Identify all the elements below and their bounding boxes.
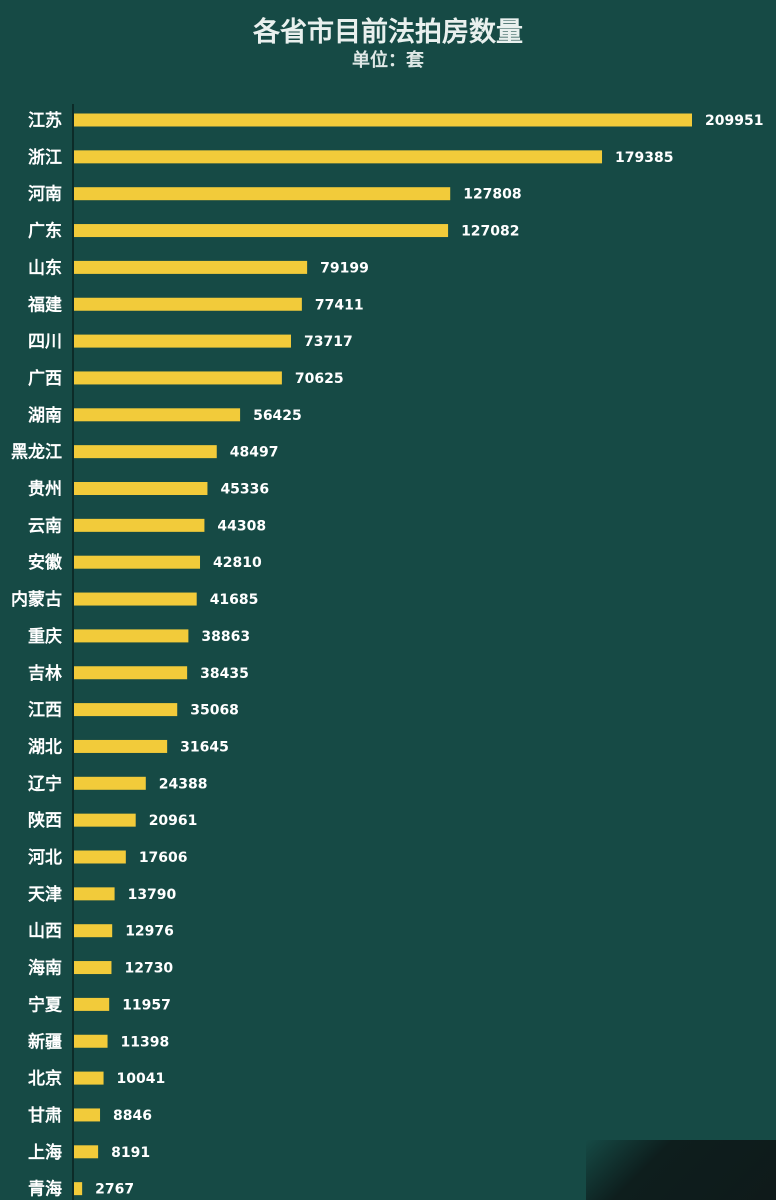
bar	[74, 1071, 104, 1085]
category-label: 浙江	[28, 147, 62, 168]
bar	[74, 113, 692, 127]
category-label: 海南	[28, 958, 62, 979]
bar	[74, 224, 449, 238]
category-label: 湖南	[28, 405, 62, 426]
category-label: 广东	[28, 221, 62, 242]
value-label: 35068	[190, 703, 239, 719]
value-label: 48497	[230, 445, 279, 461]
bar	[74, 703, 178, 717]
value-label: 2767	[95, 1182, 134, 1198]
category-label: 湖北	[28, 737, 62, 757]
bar	[74, 629, 189, 643]
bar	[74, 1182, 83, 1196]
bar	[74, 297, 302, 311]
category-label: 广西	[28, 368, 62, 389]
category-label: 宁夏	[28, 994, 63, 1015]
category-label: 新疆	[28, 1031, 62, 1052]
value-label: 8846	[113, 1108, 152, 1124]
category-label: 江苏	[28, 110, 62, 131]
chart-subtitle: 单位：套	[352, 50, 424, 71]
value-label: 31645	[180, 739, 229, 755]
bar	[74, 371, 282, 385]
category-label: 辽宁	[28, 773, 62, 794]
category-label: 河北	[28, 848, 62, 868]
category-label: 云南	[28, 515, 62, 536]
value-label: 10041	[117, 1071, 166, 1087]
value-label: 56425	[253, 408, 302, 424]
value-label: 8191	[111, 1145, 150, 1161]
bar	[74, 445, 217, 459]
value-label: 11957	[122, 997, 171, 1013]
category-label: 上海	[28, 1142, 62, 1163]
value-label: 11398	[121, 1034, 170, 1050]
bar	[74, 1034, 108, 1048]
bar	[74, 1145, 99, 1159]
category-label: 重庆	[28, 626, 62, 647]
bar	[74, 739, 168, 753]
bar	[74, 666, 188, 680]
category-label: 山东	[28, 257, 62, 278]
value-label: 12730	[124, 961, 173, 977]
value-label: 179385	[615, 150, 673, 166]
bar	[74, 850, 126, 864]
bar	[74, 187, 451, 201]
category-label: 山西	[28, 922, 62, 942]
chart-title: 各省市目前法拍房数量	[253, 17, 523, 48]
bar	[74, 961, 112, 975]
bar	[74, 924, 113, 938]
category-label: 江西	[28, 701, 62, 721]
bars-group: 江苏 209951 浙江 179385 河南 127808 广东 127082 山东 79199 福…	[11, 110, 763, 1200]
value-label: 44308	[217, 518, 266, 534]
category-label: 福建	[27, 294, 62, 315]
value-label: 73717	[304, 334, 353, 350]
watermark	[586, 1140, 776, 1200]
category-label: 内蒙古	[11, 589, 62, 610]
category-label: 吉林	[28, 663, 62, 684]
category-label: 天津	[28, 884, 62, 905]
value-label: 127082	[461, 224, 519, 240]
category-label: 黑龙江	[11, 442, 62, 463]
bar	[74, 150, 603, 164]
value-label: 77411	[315, 297, 364, 313]
value-label: 38435	[200, 666, 249, 682]
category-label: 贵州	[28, 479, 62, 500]
bar	[74, 776, 146, 790]
category-label: 北京	[28, 1068, 62, 1089]
value-label: 13790	[128, 887, 177, 903]
category-label: 四川	[28, 332, 62, 352]
category-label: 陕西	[28, 810, 62, 831]
bar	[74, 1108, 101, 1122]
bar	[74, 408, 241, 422]
value-label: 38863	[201, 629, 250, 645]
value-label: 45336	[220, 482, 269, 498]
bar	[74, 482, 208, 495]
category-label: 河南	[28, 184, 62, 205]
bar	[74, 555, 201, 569]
category-label: 甘肃	[28, 1105, 62, 1126]
value-label: 24388	[159, 776, 208, 792]
value-label: 209951	[705, 113, 763, 129]
bar	[74, 813, 136, 827]
bar	[74, 334, 291, 348]
value-label: 70625	[295, 371, 344, 387]
bar	[74, 887, 115, 901]
value-label: 79199	[320, 260, 369, 276]
value-label: 127808	[463, 187, 521, 203]
category-label: 安徽	[28, 552, 63, 573]
bar	[74, 592, 197, 606]
value-label: 41685	[210, 592, 259, 608]
bar	[74, 997, 110, 1011]
value-label: 12976	[125, 924, 174, 940]
category-label: 青海	[28, 1179, 62, 1200]
value-label: 20961	[149, 813, 198, 829]
value-label: 42810	[213, 555, 262, 571]
value-label: 17606	[139, 850, 188, 866]
bar	[74, 260, 308, 274]
bar	[74, 518, 205, 532]
